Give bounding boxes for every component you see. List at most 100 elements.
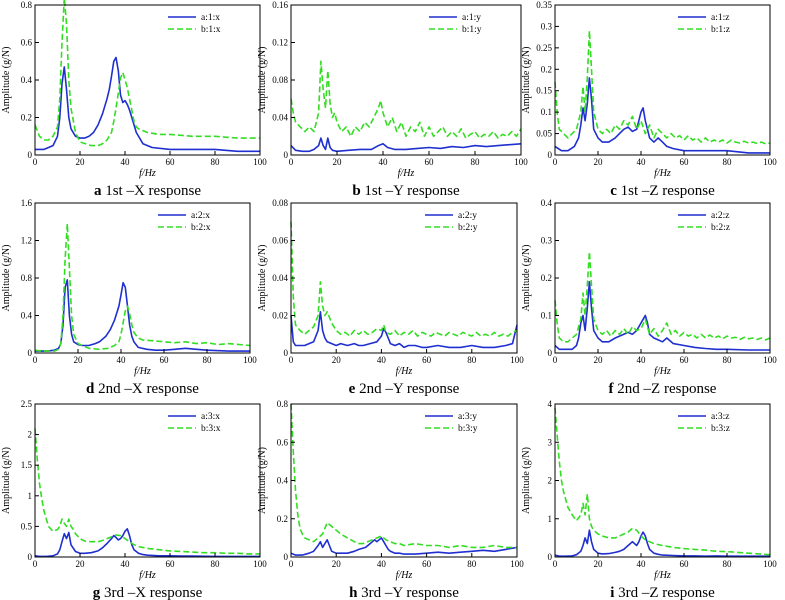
- x-tick-label: 20: [76, 157, 86, 167]
- series-line-a-3-y: [290, 537, 518, 556]
- panel-i: 0 20 40 60 80 100 0 1 2 3 4 Amplitude (g/N) f/Hz a:3:…: [521, 399, 777, 600]
- panel-caption: g 3rd –X response: [93, 585, 203, 600]
- x-tick-label: 80: [203, 355, 213, 365]
- panel-caption-text: 1st –Y response: [361, 183, 460, 199]
- y-tick-label: 0: [548, 348, 553, 358]
- panel-caption-text: 2nd –X response: [94, 381, 199, 397]
- series-line-a-1-y: [290, 137, 522, 153]
- x-tick-label: 100: [510, 559, 524, 569]
- x-tick-label: 0: [289, 157, 294, 167]
- x-tick-label: 100: [763, 355, 777, 365]
- x-tick-label: 100: [253, 559, 267, 569]
- legend-label: b:1:y: [462, 25, 482, 35]
- panel-g: 0 20 40 60 80 100 0 0.5 1 1.5 2 2.5 Amplitude (g/N) f…: [1, 399, 267, 600]
- series-line-a-2-y: [290, 310, 518, 349]
- x-tick-label: 20: [76, 559, 86, 569]
- x-tick-label: 20: [332, 559, 342, 569]
- y-tick-label: 0.4: [541, 198, 553, 208]
- x-tick-label: 0: [553, 355, 558, 365]
- x-tick-label: 40: [637, 559, 647, 569]
- y-tick-label: 1.2: [21, 236, 32, 246]
- y-axis-label: Amplitude (g/N): [257, 245, 268, 312]
- y-tick-label: 0.2: [21, 113, 32, 123]
- x-axis-label: f/Hz: [654, 570, 671, 581]
- panel-caption-text: 3rd –Z response: [614, 585, 715, 600]
- y-tick-label: 1.5: [21, 460, 33, 470]
- series-line-b-2-z: [554, 251, 771, 343]
- panel-caption: h 3rd –Y response: [349, 585, 459, 600]
- series-line-b-2-y: [290, 221, 518, 337]
- y-tick-label: 0.08: [272, 75, 288, 85]
- series-line-b-2-x: [34, 222, 251, 352]
- x-tick-label: 0: [33, 157, 38, 167]
- x-axis-label: f/Hz: [396, 366, 413, 377]
- panel-letter: b: [352, 183, 360, 199]
- panel-letter: g: [93, 585, 101, 600]
- x-tick-label: 20: [332, 355, 342, 365]
- legend-label: a:2:z: [711, 211, 729, 221]
- x-axis-label: f/Hz: [654, 366, 671, 377]
- y-tick-label: 0.6: [277, 437, 289, 447]
- x-tick-label: 100: [253, 157, 267, 167]
- x-tick-label: 80: [723, 559, 733, 569]
- y-axis-label: Amplitude (g/N): [257, 47, 268, 114]
- y-tick-label: 0.05: [536, 129, 552, 139]
- panel-caption: a 1st –X response: [94, 183, 201, 199]
- x-tick-label: 60: [422, 355, 432, 365]
- legend-label: a:1:x: [201, 13, 220, 23]
- series-line-a-2-z: [554, 280, 770, 351]
- y-tick-label: 0.25: [536, 43, 552, 53]
- y-axis-label: Amplitude (g/N): [521, 47, 532, 114]
- x-tick-label: 60: [166, 559, 176, 569]
- panel-caption: c 1st –Z response: [610, 183, 715, 199]
- x-tick-label: 100: [243, 355, 257, 365]
- panel-a: 0 20 40 60 80 100 0 0.2 0.4 0.6 0.8 Amplitude (g/N)…: [1, 0, 267, 199]
- y-tick-label: 0.3: [541, 236, 553, 246]
- y-tick-label: 0: [284, 348, 289, 358]
- x-tick-label: 0: [289, 559, 294, 569]
- x-tick-label: 20: [74, 355, 84, 365]
- y-tick-label: 0.6: [21, 38, 33, 48]
- y-axis-label: Amplitude (g/N): [257, 447, 268, 514]
- x-tick-label: 100: [763, 559, 777, 569]
- series-line-a-1-z: [554, 77, 770, 154]
- x-tick-label: 20: [594, 157, 604, 167]
- x-tick-label: 40: [637, 355, 647, 365]
- y-tick-label: 0.16: [272, 0, 288, 10]
- x-tick-label: 40: [377, 355, 387, 365]
- y-tick-label: 0.4: [21, 75, 33, 85]
- legend-label: b:3:y: [458, 424, 478, 434]
- axes-frame: [290, 403, 518, 558]
- panel-caption: f 2nd –Z response: [609, 381, 717, 397]
- legend-label: b:1:z: [711, 25, 730, 35]
- x-tick-label: 0: [553, 157, 558, 167]
- y-tick-label: 0: [548, 552, 553, 562]
- x-tick-label: 60: [166, 157, 176, 167]
- y-tick-label: 0.2: [277, 514, 288, 524]
- legend-label: b:2:y: [458, 223, 478, 233]
- x-tick-label: 40: [121, 559, 131, 569]
- y-tick-label: 0.12: [272, 38, 288, 48]
- x-axis-label: f/Hz: [139, 168, 156, 179]
- y-axis-label: Amplitude (g/N): [521, 245, 532, 312]
- panel-caption-text: 1st –X response: [101, 183, 201, 199]
- x-tick-label: 20: [333, 157, 343, 167]
- y-tick-label: 0.8: [21, 0, 33, 10]
- x-tick-label: 60: [422, 559, 432, 569]
- y-tick-label: 0.5: [21, 521, 33, 531]
- y-tick-label: 0: [284, 552, 289, 562]
- y-tick-label: 0: [548, 150, 553, 160]
- y-tick-label: 0.2: [541, 64, 552, 74]
- x-tick-label: 0: [553, 559, 558, 569]
- y-tick-label: 0.15: [536, 86, 552, 96]
- axes-frame: [290, 4, 522, 156]
- panel-letter: e: [349, 381, 356, 397]
- y-tick-label: 0: [28, 150, 33, 160]
- y-tick-label: 4: [548, 399, 553, 409]
- legend-label: b:3:z: [711, 424, 730, 434]
- legend-label: a:3:x: [201, 412, 220, 422]
- y-tick-label: 0.02: [272, 311, 288, 321]
- x-tick-label: 60: [680, 355, 690, 365]
- y-tick-label: 0: [28, 552, 33, 562]
- x-tick-label: 80: [211, 559, 221, 569]
